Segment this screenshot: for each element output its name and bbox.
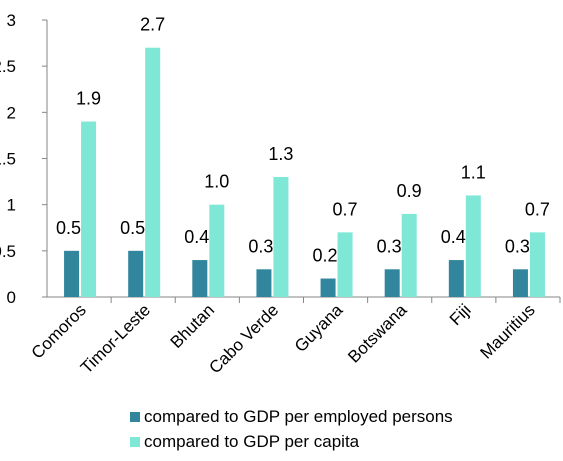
bar-employed-2 — [192, 260, 208, 297]
data-label-employed-4: 0.2 — [313, 246, 338, 266]
data-label-capita-2: 1.0 — [204, 172, 229, 192]
bar-capita-0 — [81, 121, 97, 297]
bar-capita-3 — [273, 176, 289, 297]
legend-item-capita: compared to GDP per capita — [130, 429, 453, 454]
data-label-capita-0: 1.9 — [76, 89, 101, 109]
legend: compared to GDP per employed persons com… — [130, 404, 453, 454]
x-tick-label: Bhutan — [167, 300, 219, 352]
bar-capita-2 — [209, 204, 225, 297]
bar-employed-7 — [512, 269, 528, 297]
data-label-employed-5: 0.3 — [377, 236, 402, 256]
legend-swatch-capita — [130, 436, 140, 447]
bars — [64, 47, 545, 298]
bar-capita-4 — [337, 232, 353, 297]
bar-employed-5 — [384, 269, 400, 297]
x-tick-label: Cabo Verde — [205, 300, 282, 377]
data-label-employed-0: 0.5 — [56, 218, 81, 238]
y-tick-label: 3 — [7, 11, 16, 30]
bar-employed-0 — [64, 250, 80, 297]
y-tick-label: 1 — [7, 196, 16, 215]
data-label-employed-7: 0.3 — [505, 236, 530, 256]
x-tick-label: Guyana — [291, 300, 347, 356]
bar-capita-5 — [401, 213, 417, 297]
data-label-employed-3: 0.3 — [248, 236, 273, 256]
bar-capita-1 — [145, 47, 161, 298]
x-tick-label: Mauritius — [477, 300, 539, 362]
data-label-employed-2: 0.4 — [184, 227, 209, 247]
legend-item-employed: compared to GDP per employed persons — [130, 404, 453, 429]
bar-capita-7 — [529, 232, 545, 297]
y-tick-label: 1.5 — [0, 150, 16, 169]
data-label-capita-4: 0.7 — [333, 199, 358, 219]
y-tick-label: 0 — [7, 288, 16, 307]
x-tick-label: Botswana — [344, 300, 411, 367]
bar-employed-6 — [448, 260, 464, 297]
bar-employed-3 — [256, 269, 272, 297]
bar-employed-1 — [128, 250, 144, 297]
bar-capita-6 — [465, 195, 481, 297]
y-tick-labels: 0 0.5 1 1.5 2 2.5 3 — [0, 11, 16, 307]
legend-swatch-employed — [130, 411, 140, 422]
data-label-capita-6: 1.1 — [461, 162, 486, 182]
x-tick-label: Comoros — [28, 300, 90, 362]
data-label-employed-1: 0.5 — [120, 218, 145, 238]
data-label-capita-1: 2.7 — [140, 15, 165, 35]
y-tick-label: 0.5 — [0, 242, 16, 261]
y-tick-label: 2.5 — [0, 57, 16, 76]
data-label-capita-3: 1.3 — [268, 144, 293, 164]
data-label-employed-6: 0.4 — [441, 227, 466, 247]
y-tick-label: 2 — [7, 103, 16, 122]
data-label-capita-7: 0.7 — [525, 199, 550, 219]
x-tick-label: Timor-Leste — [77, 300, 154, 377]
bar-employed-4 — [320, 278, 336, 297]
x-tick-label: Fiji — [446, 300, 475, 329]
data-labels: 0.5 1.9 0.5 2.7 0.4 1.0 0.3 1.3 0.2 0.7 0.3 0.9 0.4 1… — [56, 15, 550, 266]
data-label-capita-5: 0.9 — [397, 181, 422, 201]
legend-label-capita: compared to GDP per capita — [144, 431, 360, 451]
legend-label-employed: compared to GDP per employed persons — [144, 406, 453, 426]
